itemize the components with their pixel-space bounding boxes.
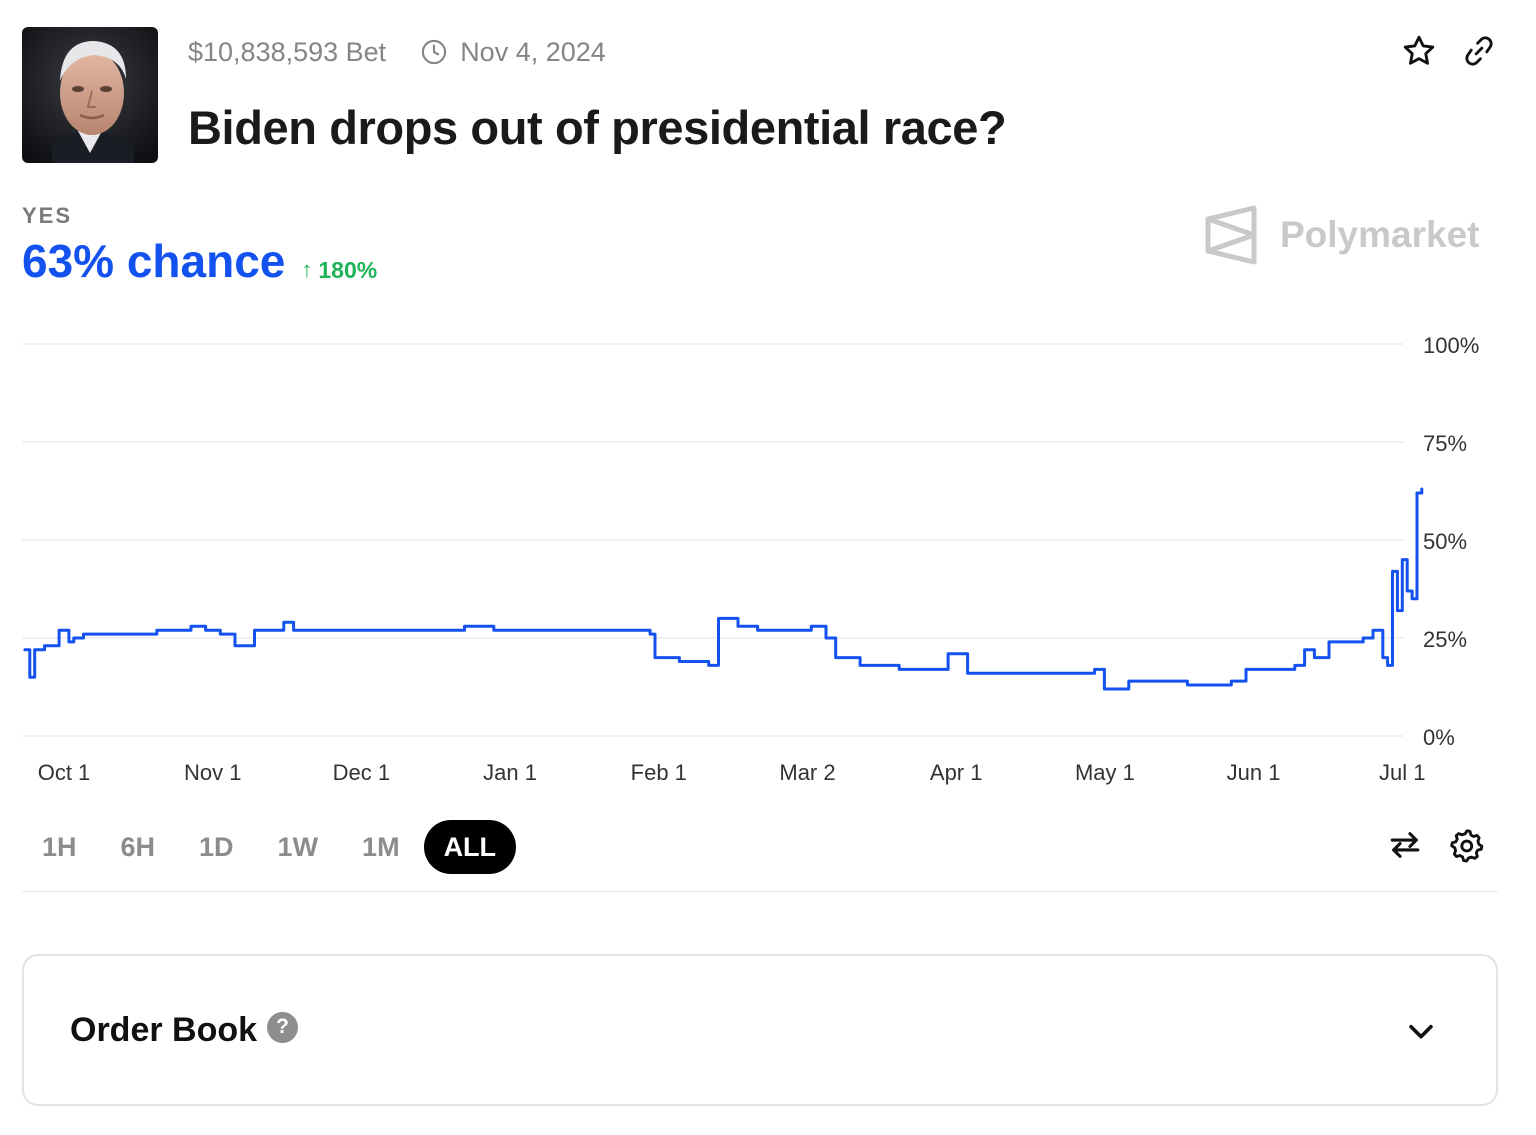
volume-text: $10,838,593 Bet: [188, 36, 387, 67]
y-tick-label: 50%: [1423, 529, 1467, 554]
market-image: [22, 27, 158, 163]
brand-watermark: Polymarket: [1204, 205, 1480, 265]
timeframe-selector: 1H 6H 1D 1W 1M ALL: [22, 820, 520, 874]
change-badge: ↑ 180%: [301, 257, 377, 284]
y-tick-label: 0%: [1423, 725, 1455, 750]
market-title: Biden drops out of presidential race?: [188, 101, 1007, 154]
arrow-up-icon: ↑: [301, 257, 313, 282]
timeframe-1h[interactable]: 1H: [42, 831, 77, 862]
swap-arrows-icon: [1390, 832, 1420, 858]
order-book-title: Order Book: [70, 1010, 258, 1049]
clock-icon: [422, 39, 447, 65]
x-tick-label: Nov 1: [184, 760, 241, 785]
outcome-label: YES: [22, 203, 73, 228]
gear-icon: [1450, 829, 1484, 863]
link-icon: [1465, 36, 1493, 66]
favorite-button[interactable]: [1400, 32, 1438, 70]
star-icon: [1403, 35, 1435, 65]
timeframe-all[interactable]: ALL: [423, 820, 517, 874]
price-chart[interactable]: 100% 75% 50% 25% 0% Oct 1 Nov 1 Dec 1 Jan 1 Feb 1…: [0, 320, 1536, 800]
chart-settings-button[interactable]: [1448, 826, 1486, 864]
swap-outcome-button[interactable]: [1386, 826, 1424, 864]
x-tick-label: Dec 1: [333, 760, 390, 785]
section-divider: [22, 891, 1498, 892]
price-chart-svg: 100% 75% 50% 25% 0% Oct 1 Nov 1 Dec 1 Jan 1 Feb 1…: [22, 333, 1479, 785]
price-line: [23, 487, 1424, 691]
x-tick-label: Feb 1: [631, 760, 687, 785]
brand-name: Polymarket: [1280, 214, 1480, 255]
end-date-text: Nov 4, 2024: [460, 36, 606, 67]
market-meta: $10,838,593 Bet Nov 4, 2024: [188, 34, 606, 70]
y-tick-label: 75%: [1423, 431, 1467, 456]
x-tick-label: Jun 1: [1227, 760, 1281, 785]
x-tick-label: May 1: [1075, 760, 1135, 785]
chevron-down-icon: [1409, 1024, 1433, 1039]
x-tick-label: Jan 1: [483, 760, 537, 785]
x-tick-label: Apr 1: [930, 760, 983, 785]
x-tick-label: Mar 2: [779, 760, 835, 785]
help-icon[interactable]: ?: [267, 1011, 299, 1043]
y-tick-label: 25%: [1423, 627, 1467, 652]
header-actions: [1400, 32, 1498, 70]
timeframe-1m[interactable]: 1M: [362, 831, 400, 862]
change-value: 180%: [318, 256, 378, 283]
x-tick-label: Jul 1: [1379, 760, 1425, 785]
chance-value: 63% chance: [22, 235, 286, 287]
chart-tools: [1386, 826, 1486, 864]
order-book-panel[interactable]: Order Book ?: [22, 954, 1498, 1106]
timeframe-1w[interactable]: 1W: [277, 831, 319, 862]
copy-link-button[interactable]: [1460, 32, 1498, 70]
timeframe-6h[interactable]: 6H: [120, 831, 156, 862]
y-tick-label: 100%: [1423, 333, 1479, 358]
portrait-image: [22, 27, 158, 163]
x-tick-label: Oct 1: [38, 760, 91, 785]
timeframe-1d[interactable]: 1D: [199, 831, 234, 862]
polymarket-logo-icon: [1205, 205, 1257, 265]
chance-row: 63% chance ↑ 180%: [22, 234, 377, 288]
